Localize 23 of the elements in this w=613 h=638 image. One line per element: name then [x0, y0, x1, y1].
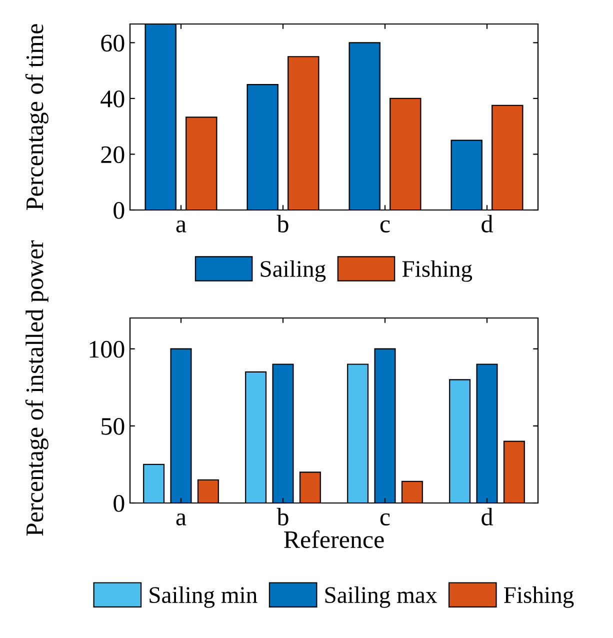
x-axis-title: Reference — [284, 530, 384, 548]
y-axis-title: Percentage of installed power — [25, 240, 48, 536]
x-tick-label: d — [482, 508, 493, 526]
x-tick-label: a — [176, 220, 186, 232]
y-tick-label: 100 — [90, 340, 124, 358]
y-tick-label: 0 — [114, 495, 124, 512]
y-tick-label: 0 — [114, 202, 124, 219]
x-tick-label: b — [276, 214, 288, 232]
y-tick-label: 40 — [100, 90, 124, 108]
y-tick-label: 50 — [102, 418, 124, 435]
legend-label: Fishing — [402, 260, 472, 282]
legend-label: Sailing min — [150, 586, 258, 608]
x-tick-label: b — [276, 508, 288, 526]
legend-label: Sailing max — [325, 586, 437, 608]
y-tick-label: 60 — [101, 34, 124, 52]
y-axis-title: Percentage of time — [25, 24, 48, 210]
x-tick-label: c — [380, 513, 390, 526]
x-tick-label: c — [380, 220, 390, 232]
x-tick-label: d — [482, 214, 493, 232]
x-tick-label: a — [176, 513, 186, 526]
legend-label: Sailing — [260, 260, 326, 282]
y-tick-label: 20 — [101, 146, 124, 164]
legend-label: Fishing — [504, 586, 574, 608]
